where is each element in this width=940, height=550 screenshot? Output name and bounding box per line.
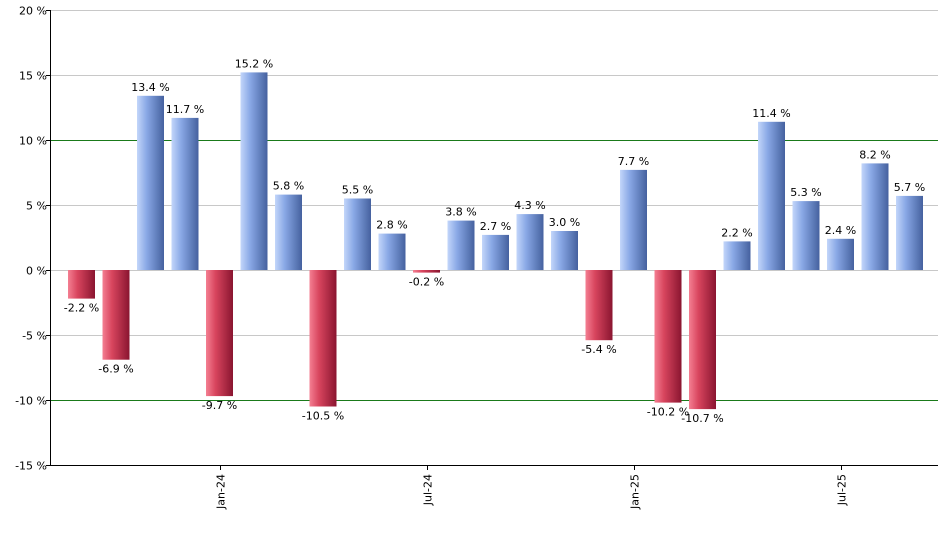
bar (723, 241, 751, 270)
y-tick-label: 20 % (19, 5, 47, 18)
data-label: -2.2 % (64, 302, 99, 315)
bar (171, 117, 199, 271)
data-label: -6.9 % (98, 363, 133, 376)
bar (516, 214, 544, 270)
y-tick-label: 0 % (26, 265, 47, 278)
data-label: 2.8 % (376, 219, 407, 232)
data-label: -9.7 % (202, 399, 237, 412)
data-label: 13.4 % (131, 81, 169, 94)
data-label: 11.7 % (166, 103, 204, 116)
bar (344, 198, 371, 270)
x-tick-label: Jul-25 (836, 474, 849, 506)
data-label: 11.4 % (752, 107, 790, 120)
bar (689, 270, 716, 410)
data-label: 5.5 % (342, 184, 373, 197)
data-labels: -2.2 % -6.9 % 13.4 % 11.7 % -9.7 % 15.2 % 5.8 … (64, 57, 925, 425)
bar (620, 169, 647, 270)
bar (447, 220, 475, 270)
data-label: 3.0 % (549, 216, 580, 229)
bar (102, 270, 130, 360)
data-label: 5.8 % (273, 180, 304, 193)
bar (827, 238, 854, 270)
bar (654, 270, 682, 403)
x-tick-label: Jan-25 (629, 474, 642, 510)
bar (482, 234, 509, 270)
bars (68, 72, 923, 410)
data-label: 7.7 % (618, 155, 649, 168)
data-label: 5.7 % (894, 181, 925, 194)
y-tick-label: 5 % (26, 200, 47, 213)
bar (68, 270, 95, 299)
bar (378, 233, 406, 270)
axes: 20 % 15 % 10 % 5 % 0 % -5 % -10 % -15 % Jan-24 Ju… (15, 5, 938, 510)
data-label: 15.2 % (235, 57, 273, 70)
bar (758, 121, 785, 270)
x-tick-label: Jul-24 (422, 474, 435, 506)
data-label: -10.7 % (681, 412, 723, 425)
bar (413, 270, 440, 273)
data-label: 5.3 % (790, 186, 821, 199)
data-label: 2.4 % (825, 224, 856, 237)
data-label: 4.3 % (514, 199, 545, 212)
bar (585, 270, 613, 341)
bar (551, 231, 578, 270)
bar (275, 194, 302, 270)
bar (861, 163, 889, 270)
data-label: -10.2 % (647, 406, 689, 419)
data-label: 3.8 % (445, 206, 476, 219)
y-tick-label: 10 % (19, 135, 47, 148)
data-label: 2.2 % (721, 226, 752, 239)
data-label: -10.5 % (302, 410, 344, 423)
data-label: -0.2 % (409, 276, 444, 289)
bar (240, 72, 268, 271)
data-label: 2.7 % (480, 220, 511, 233)
bar (137, 95, 164, 270)
y-tick-label: -5 % (22, 330, 47, 343)
data-label: -5.4 % (581, 343, 616, 356)
bar (206, 270, 233, 397)
bar (309, 270, 337, 407)
bar (792, 201, 820, 270)
y-tick-label: -15 % (15, 460, 47, 473)
y-tick-label: 15 % (19, 70, 47, 83)
data-label: 8.2 % (859, 148, 890, 161)
x-tick-label: Jan-24 (215, 474, 228, 510)
y-tick-label: -10 % (15, 395, 47, 408)
bar (896, 195, 923, 270)
